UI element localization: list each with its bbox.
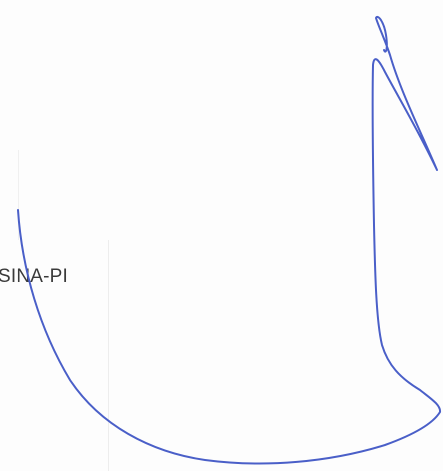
document-text-fragment: SINA-PI xyxy=(0,266,69,287)
paper-fold-line xyxy=(18,150,19,240)
paper-fold-line xyxy=(108,240,109,471)
